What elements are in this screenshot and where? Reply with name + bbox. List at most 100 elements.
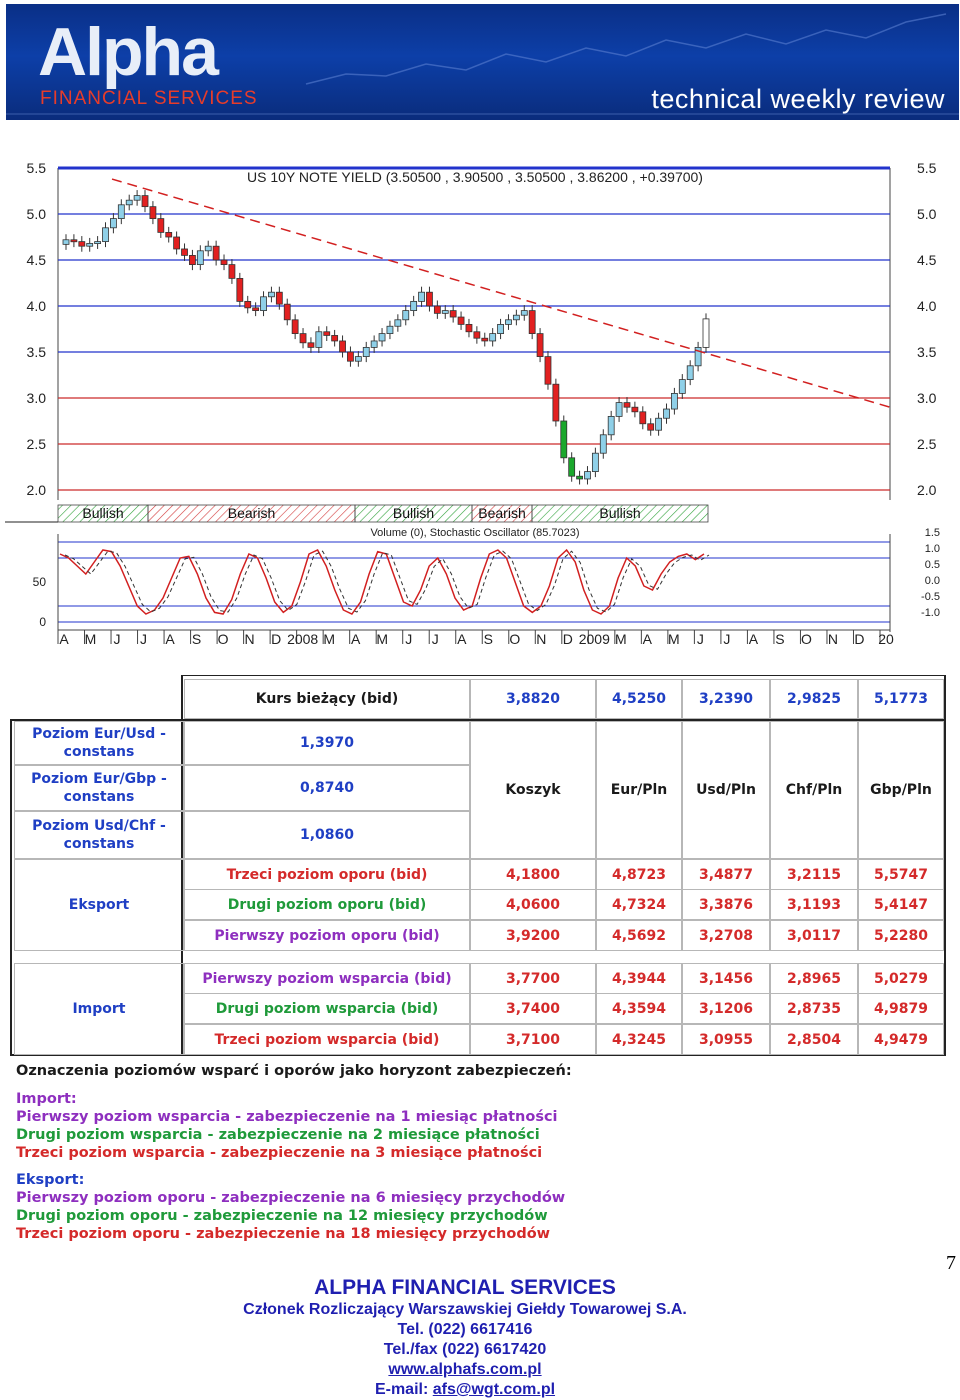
candle: [552, 383, 560, 422]
candle: [465, 323, 473, 333]
x-tick-label: J: [140, 631, 147, 647]
candle: [505, 319, 512, 325]
current-price-value: 4,5250: [596, 679, 682, 719]
legend-import-line-1: Pierwszy poziom wsparcia - zabezpieczeni…: [16, 1109, 558, 1125]
import-row-label: Trzeci poziom wsparcia (bid): [184, 1024, 470, 1055]
candle: [323, 331, 331, 336]
x-tick-label: D: [854, 631, 864, 647]
stochastic-d-line: [64, 550, 710, 613]
x-tick-label: A: [643, 631, 653, 647]
candle: [528, 310, 536, 335]
x-tick-label: A: [165, 631, 175, 647]
candle: [244, 300, 252, 309]
osc-tick-label-left: 50: [33, 575, 47, 589]
legend-export-line-1: Pierwszy poziom oporu - zabezpieczenie n…: [16, 1190, 566, 1206]
candle: [560, 420, 568, 459]
footer-email-link[interactable]: afs@wgt.com.pl: [432, 1381, 556, 1398]
constant-value: 0,8740: [184, 765, 470, 811]
import-label: Import: [14, 963, 184, 1055]
x-tick-label: A: [749, 631, 759, 647]
candle: [702, 318, 710, 348]
footer-website-link[interactable]: www.alphafs.com.pl: [388, 1361, 542, 1378]
candle: [212, 245, 220, 261]
export-row-value: 4,5692: [596, 920, 682, 951]
candle: [165, 232, 173, 238]
candle: [402, 310, 410, 321]
candle: [362, 346, 370, 357]
candle: [394, 319, 402, 327]
candle: [449, 310, 457, 318]
signal-label: Bullish: [393, 505, 434, 521]
import-row-value: 3,7700: [470, 963, 596, 994]
candle: [149, 206, 157, 219]
candle: [252, 307, 260, 311]
x-tick-label: A: [59, 631, 69, 647]
export-row-value: 4,8723: [596, 859, 682, 890]
signal-label: Bullish: [599, 505, 640, 521]
x-tick-label: M: [85, 631, 97, 647]
candle: [481, 337, 489, 342]
export-row-value: 3,0117: [770, 920, 858, 951]
candle: [678, 379, 686, 394]
candle: [331, 335, 339, 342]
x-tick-label: M: [376, 631, 388, 647]
osc-tick-label-right: 0.0: [925, 575, 940, 587]
candle: [520, 310, 528, 316]
candle: [110, 218, 117, 229]
x-tick-label: J: [114, 631, 121, 647]
candle: [220, 259, 228, 265]
candle: [173, 236, 181, 250]
candle: [639, 411, 647, 425]
candle: [663, 408, 670, 419]
x-tick-label: S: [775, 631, 784, 647]
candle: [157, 218, 165, 233]
osc-tick-label-right: 1.5: [925, 527, 940, 539]
oscillator-title: Volume (0), Stochastic Oscillator (85.70…: [370, 527, 579, 539]
candle: [204, 245, 212, 252]
legend: Oznaczenia poziomów wsparć i oporów jako…: [16, 1062, 656, 1243]
export-label: Eksport: [14, 859, 184, 951]
x-tick-label: D: [563, 631, 573, 647]
current-price-label: Kurs bieżący (bid): [184, 679, 470, 719]
y-tick-label-right: 4.0: [917, 298, 937, 314]
export-row-value: 3,1193: [770, 889, 858, 920]
candle: [133, 195, 141, 201]
x-tick-label: O: [509, 631, 520, 647]
y-tick-label-left: 3.0: [27, 390, 47, 406]
osc-tick-label-right: 0.5: [925, 559, 940, 571]
column-header: Koszyk: [470, 721, 596, 859]
legend-export-heading: Eksport:: [16, 1172, 85, 1188]
footer-fax: Tel./fax (022) 6617420: [383, 1341, 547, 1358]
candle: [670, 392, 678, 410]
candle: [307, 342, 315, 348]
candle: [694, 346, 702, 367]
y-tick-label-right: 3.5: [917, 344, 937, 360]
export-row-value: 3,2115: [770, 859, 858, 890]
x-tick-label: 2009: [579, 631, 610, 647]
candle: [441, 310, 449, 314]
import-row-value: 2,8504: [770, 1024, 858, 1055]
export-row-value: 5,2280: [858, 920, 944, 951]
legend-export-line-2: Drugi poziom oporu - zabezpieczenie na 1…: [16, 1208, 548, 1224]
candle: [347, 351, 354, 362]
candle: [607, 415, 615, 436]
y-tick-label-left: 2.5: [27, 436, 47, 452]
x-tick-label: D: [271, 631, 281, 647]
import-row-value: 4,3245: [596, 1024, 682, 1055]
yield-chart: US 10Y NOTE YIELD (3.50500 , 3.90500 , 3…: [0, 160, 960, 655]
x-tick-label: J: [697, 631, 704, 647]
x-tick-label: 2008: [287, 631, 318, 647]
candle: [275, 291, 283, 305]
y-tick-label-left: 5.5: [27, 160, 47, 176]
y-tick-label-left: 2.0: [27, 482, 47, 498]
trend-line: [111, 178, 891, 408]
candle: [497, 323, 504, 334]
candle: [125, 199, 133, 206]
candle: [86, 243, 94, 247]
x-tick-label: M: [668, 631, 680, 647]
candle: [70, 239, 78, 243]
x-tick-label: M: [615, 631, 627, 647]
header-banner: Alpha FINANCIAL SERVICES technical weekl…: [6, 4, 959, 120]
candle: [489, 333, 497, 342]
export-row-value: 5,4147: [858, 889, 944, 920]
